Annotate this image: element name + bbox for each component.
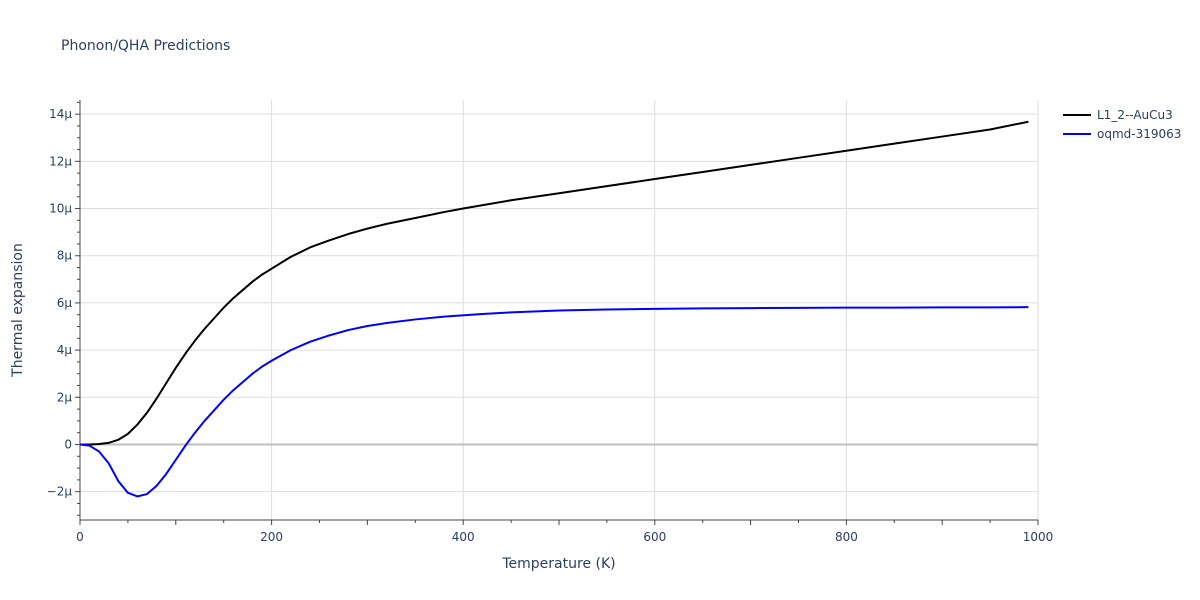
y-tick-label: 12μ	[49, 154, 72, 168]
series-line-oqmd-319063	[79, 306, 1029, 498]
y-tick-label: 6μ	[57, 296, 73, 310]
x-axis-title: Temperature (K)	[501, 556, 615, 572]
y-tick-label: 0	[64, 437, 72, 451]
y-tick-label: 10μ	[49, 202, 72, 216]
y-tick-label: −2μ	[47, 485, 73, 499]
x-tick-label: 400	[452, 530, 475, 544]
y-axis-ticks: −2μ 0 2μ 4μ 6μ 8μ 10μ 12μ 14μ	[47, 101, 80, 516]
grid	[80, 100, 1039, 520]
legend-label: oqmd-319063	[1097, 127, 1181, 141]
x-tick-label: 0	[76, 530, 84, 544]
y-tick-label: 4μ	[57, 343, 73, 357]
x-tick-label: 800	[835, 530, 858, 544]
x-tick-label: 200	[260, 530, 283, 544]
series-lines	[79, 120, 1029, 498]
x-tick-label: 600	[643, 530, 666, 544]
x-axis-ticks: 0 200 400 600 800 1000	[76, 520, 1053, 544]
legend: L1_2--AuCu3 oqmd-319063	[1063, 108, 1181, 141]
legend-label: L1_2--AuCu3	[1097, 108, 1173, 122]
y-tick-label: 2μ	[57, 390, 73, 404]
x-tick-label: 1000	[1023, 530, 1054, 544]
chart-title: Phonon/QHA Predictions	[61, 38, 230, 54]
y-tick-label: 14μ	[49, 107, 72, 121]
y-axis-title: Thermal expansion	[10, 243, 26, 378]
series-line-l1-2-aucu3	[80, 120, 1029, 446]
y-tick-label: 8μ	[57, 249, 73, 263]
